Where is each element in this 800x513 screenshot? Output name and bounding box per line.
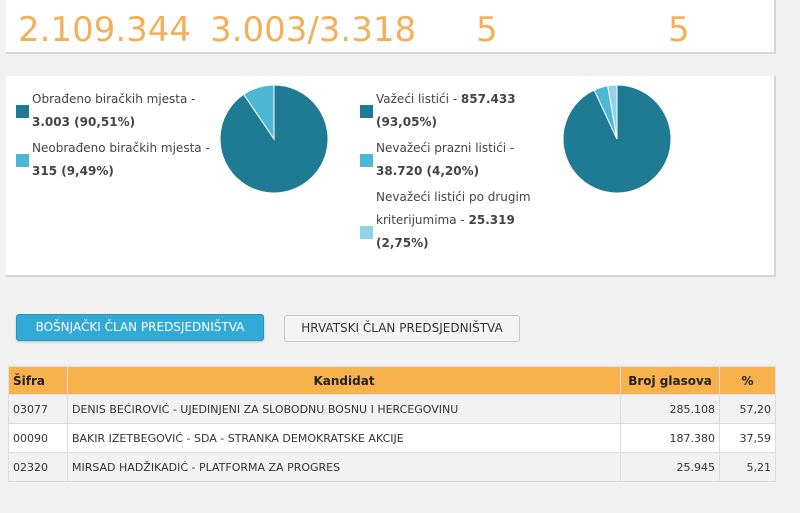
- cell-votes: 25.945: [620, 452, 720, 482]
- cell-percent: 37,59: [719, 423, 776, 453]
- header-candidate[interactable]: Kandidat: [66, 366, 622, 395]
- legend-percent: (2,75%): [376, 236, 429, 250]
- table-header-row: Šifra Kandidat Broj glasova %: [8, 366, 776, 395]
- cell-candidate: BAKIR IZETBEGOVIĆ - SDA - STRANKA DEMOKR…: [66, 423, 622, 453]
- stats-panel: 2.109.344 3.003/3.318 5 5: [6, 0, 776, 54]
- cell-percent: 57,20: [719, 394, 776, 424]
- cell-votes: 187.380: [620, 423, 720, 453]
- pie-slice-2: [607, 84, 618, 140]
- legend-label: Neobrađeno biračkih mjesta -: [32, 141, 210, 155]
- cell-percent: 5,21: [719, 452, 776, 482]
- legend-label-2: kriterijumima -: [376, 213, 469, 227]
- legend-swatch: [16, 154, 29, 167]
- legend-value: 315 (9,49%): [32, 164, 114, 178]
- tab-bosniak-member[interactable]: BOŠNJAČKI ČLAN PREDSJEDNIŠTVA: [16, 314, 264, 341]
- header-votes[interactable]: Broj glasova: [620, 366, 720, 395]
- stat-value-4: 5: [668, 10, 690, 50]
- cell-code: 03077: [8, 394, 68, 424]
- legend-valid-ballots: Važeći listići - 857.433 (93,05%): [360, 88, 560, 134]
- legend-value: 38.720 (4,20%): [376, 164, 480, 178]
- ballots-pie-chart: [562, 84, 672, 194]
- cell-candidate: DENIS BEĆIROVIĆ - UJEDINJENI ZA SLOBODNU…: [66, 394, 622, 424]
- legend-other-invalid-ballots: Nevažeći listići po drugim kriterijumima…: [360, 186, 560, 256]
- cell-code: 00090: [8, 423, 68, 453]
- stations-pie-chart: [219, 84, 329, 194]
- table-row[interactable]: 00090 BAKIR IZETBEGOVIĆ - SDA - STRANKA …: [8, 423, 776, 453]
- results-table: Šifra Kandidat Broj glasova % 03077 DENI…: [8, 366, 776, 482]
- stat-polling-stations: 3.003/3.318: [210, 10, 417, 50]
- stat-voters: 2.109.344: [18, 10, 192, 50]
- legend-empty-ballots: Nevažeći prazni listići - 38.720 (4,20%): [360, 137, 560, 183]
- legend-value: 857.433: [460, 92, 516, 106]
- stat-value-3: 5: [476, 10, 498, 50]
- tab-croat-member[interactable]: HRVATSKI ČLAN PREDSJEDNIŠTVA: [284, 315, 520, 342]
- pie-slice-1: [242, 84, 275, 141]
- table-row[interactable]: 02320 MIRSAD HADŽIKADIĆ - PLATFORMA ZA P…: [8, 452, 776, 482]
- legend-swatch: [16, 105, 29, 118]
- legend-percent: (93,05%): [376, 115, 437, 129]
- charts-panel: Obrađeno biračkih mjesta - 3.003 (90,51%…: [6, 76, 776, 277]
- legend-label: Nevažeći listići po drugim: [376, 190, 531, 204]
- legend-value: 3.003 (90,51%): [32, 115, 136, 129]
- legend-label: Nevažeći prazni listići -: [376, 141, 515, 155]
- cell-votes: 285.108: [620, 394, 720, 424]
- legend-processed-stations: Obrađeno biračkih mjesta - 3.003 (90,51%…: [16, 88, 216, 134]
- cell-candidate: MIRSAD HADŽIKADIĆ - PLATFORMA ZA PROGRES: [66, 452, 622, 482]
- legend-swatch: [360, 226, 373, 239]
- legend-swatch: [360, 154, 373, 167]
- table-row[interactable]: 03077 DENIS BEĆIROVIĆ - UJEDINJENI ZA SL…: [8, 394, 776, 424]
- legend-swatch: [360, 105, 373, 118]
- header-code[interactable]: Šifra: [8, 366, 68, 395]
- legend-value: 25.319: [468, 213, 515, 227]
- legend-label: Važeći listići -: [376, 92, 461, 106]
- header-percent[interactable]: %: [719, 366, 776, 395]
- legend-unprocessed-stations: Neobrađeno biračkih mjesta - 315 (9,49%): [16, 137, 216, 183]
- cell-code: 02320: [8, 452, 68, 482]
- legend-label: Obrađeno biračkih mjesta -: [32, 92, 196, 106]
